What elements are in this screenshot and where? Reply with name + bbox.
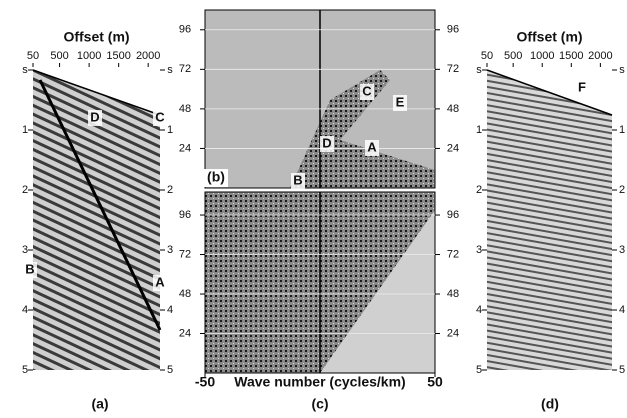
annotation-bg — [291, 173, 305, 189]
panel-frame — [204, 191, 436, 374]
y-tick-label: 1 — [167, 124, 173, 136]
seismic-record — [33, 70, 160, 370]
y-tick-label: 3 — [22, 244, 28, 256]
annotation: D — [322, 135, 331, 150]
y-tick-label: 3 — [619, 244, 625, 256]
x-tick-label: 2000 — [136, 50, 160, 62]
y-tick-label: 72 — [447, 63, 459, 75]
annotation-bg — [360, 84, 374, 100]
panel-frame — [204, 9, 436, 189]
y-tick-label: s — [476, 64, 482, 76]
y-tick-label: 1 — [476, 124, 482, 136]
y-tick-label: 72 — [179, 63, 191, 75]
x-tick-label: 50 — [481, 50, 493, 62]
x-axis-label: Offset (m) — [516, 29, 582, 45]
y-tick-label: 48 — [447, 288, 459, 300]
y-tick-label: s — [619, 64, 625, 76]
y-tick-label: 2 — [619, 184, 625, 196]
y-tick-label: 48 — [179, 288, 191, 300]
y-tick-label: 2 — [476, 184, 482, 196]
x-tick-label: 500 — [504, 50, 522, 62]
annotation: A — [155, 274, 165, 289]
y-tick-label: 24 — [179, 142, 191, 154]
seismic-record — [487, 70, 612, 370]
annotation: C — [362, 83, 372, 98]
y-tick-label: 96 — [179, 209, 191, 221]
x-tick-label: 1000 — [77, 50, 101, 62]
y-tick-label: 48 — [179, 103, 191, 115]
y-tick-label: 3 — [476, 244, 482, 256]
annotation: E — [396, 94, 405, 109]
y-tick-label: 4 — [476, 304, 482, 316]
annotation: B — [293, 172, 302, 187]
y-tick-label: 24 — [179, 327, 191, 339]
y-tick-label: s — [22, 64, 28, 76]
fk-muted-zone — [320, 210, 435, 373]
y-tick-label: 5 — [619, 364, 625, 376]
y-tick-label: 48 — [447, 103, 459, 115]
y-tick-label: s — [167, 64, 173, 76]
y-tick-label: 3 — [167, 244, 173, 256]
y-tick-label: 72 — [447, 248, 459, 260]
x-axis-label: Wave number (cycles/km) — [234, 374, 405, 390]
image-texture — [32, 10, 613, 373]
y-tick-label: 5 — [476, 364, 482, 376]
y-tick-label: 1 — [619, 124, 625, 136]
annotation-bg — [88, 110, 102, 126]
x-tick-label: 50 — [427, 374, 443, 390]
annotation-bg — [365, 140, 379, 156]
annotation: B — [25, 261, 34, 276]
annotation-bg — [153, 275, 167, 291]
annotation-bg — [575, 80, 589, 96]
x-tick-label: 1500 — [559, 50, 583, 62]
panel-label: (b) — [207, 169, 225, 185]
x-tick-label: 500 — [50, 50, 68, 62]
y-tick-label: 72 — [179, 248, 191, 260]
y-tick-label: 96 — [447, 24, 459, 36]
panel-label: (d) — [541, 396, 559, 412]
y-tick-label: 5 — [167, 364, 173, 376]
annotation: C — [155, 109, 165, 124]
annotation-bg — [393, 95, 407, 111]
x-axis-label: Offset (m) — [63, 29, 129, 45]
panel-label: (a) — [91, 396, 108, 412]
first-break — [32, 69, 161, 116]
ground-roll — [38, 79, 162, 331]
y-tick-label: 96 — [447, 209, 459, 221]
y-tick-label: 4 — [167, 304, 173, 316]
annotation: D — [90, 109, 99, 124]
x-tick-label: 50 — [27, 50, 39, 62]
annotation: A — [367, 139, 377, 154]
y-tick-label: 2 — [22, 184, 28, 196]
y-tick-label: 5 — [22, 364, 28, 376]
annotation-bg — [23, 262, 37, 278]
panel-label-bg — [204, 169, 228, 187]
y-tick-label: 2 — [167, 184, 173, 196]
y-tick-label: 4 — [22, 304, 28, 316]
annotation-bg — [320, 136, 334, 152]
y-tick-label: 24 — [447, 142, 459, 154]
annotation: F — [578, 79, 586, 94]
annotation-bg — [153, 110, 167, 126]
y-tick-label: 96 — [179, 24, 191, 36]
x-tick-label: 1000 — [530, 50, 554, 62]
x-tick-label: 1500 — [106, 50, 130, 62]
x-tick-label: 2000 — [588, 50, 612, 62]
y-tick-label: 1 — [22, 124, 28, 136]
y-tick-label: 4 — [619, 304, 625, 316]
panel-label: (c) — [311, 396, 328, 412]
y-tick-label: 24 — [447, 327, 459, 339]
x-tick-label: -50 — [195, 374, 215, 390]
first-break — [486, 69, 613, 116]
fk-energy — [290, 70, 435, 188]
